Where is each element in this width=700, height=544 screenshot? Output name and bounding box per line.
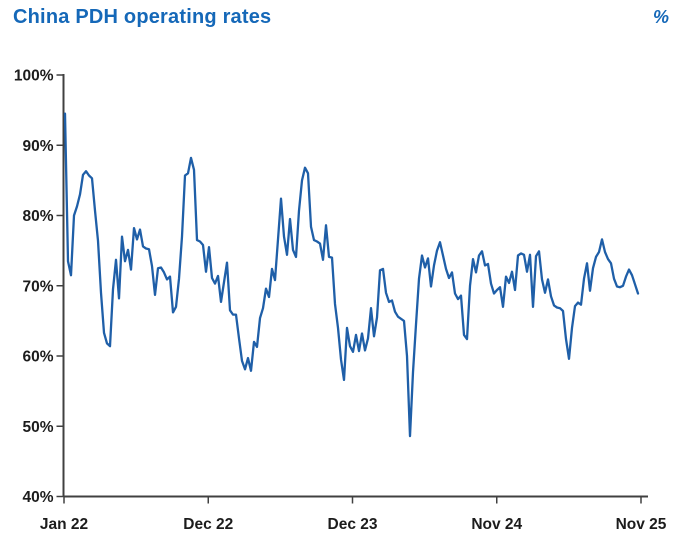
y-tick-label: 40% — [22, 489, 53, 506]
unit-label: % — [652, 7, 669, 27]
y-tick-label: 70% — [22, 278, 53, 295]
x-tick-label: Jan 22 — [40, 516, 88, 533]
x-tick-label: Nov 24 — [471, 516, 522, 533]
x-tick-label: Dec 22 — [183, 516, 233, 533]
y-tick-label: 100% — [14, 68, 54, 85]
y-tick-label: 60% — [22, 349, 53, 366]
y-tick-label: 90% — [22, 138, 53, 155]
chart-title: China PDH operating rates — [13, 6, 272, 28]
y-tick-label: 50% — [22, 419, 53, 436]
x-tick-label: Nov 25 — [616, 516, 667, 533]
y-tick-label: 80% — [22, 208, 53, 225]
pdh-operating-rate-line — [63, 112, 640, 438]
x-tick-label: Dec 23 — [328, 516, 378, 533]
